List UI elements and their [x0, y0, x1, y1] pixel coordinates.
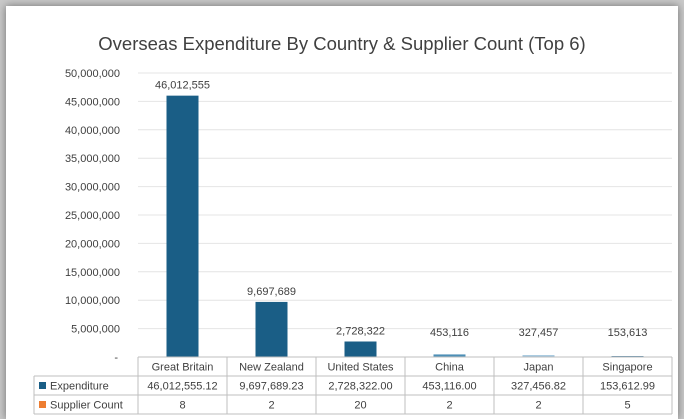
legend-key	[39, 401, 46, 408]
bar	[255, 301, 288, 357]
table-cell: 2	[268, 400, 274, 412]
y-tick-label: 35,000,000	[65, 153, 120, 165]
table-cell: 327,456.82	[511, 381, 566, 393]
data-label: 46,012,555	[155, 80, 210, 92]
y-tick-label: 5,000,000	[71, 324, 120, 336]
y-tick-label: 40,000,000	[65, 125, 120, 137]
category-label: Japan	[524, 362, 554, 374]
table-cell: 2	[535, 400, 541, 412]
table-cell: 453,116.00	[422, 381, 476, 393]
category-label: Singapore	[602, 362, 652, 374]
table-cell: 2	[446, 400, 452, 412]
legend-key	[39, 382, 46, 389]
y-tick-label: 10,000,000	[65, 295, 120, 307]
bar	[433, 354, 466, 357]
table-cell: 9,697,689.23	[239, 381, 303, 393]
data-label: 9,697,689	[247, 286, 296, 298]
table-cell: 46,012,555.12	[147, 381, 217, 393]
bar	[166, 95, 199, 358]
category-label: New Zealand	[239, 362, 304, 374]
y-tick-label: 15,000,000	[65, 267, 120, 279]
expenditure-chart: Overseas Expenditure By Country & Suppli…	[33, 33, 673, 415]
y-tick-label: 50,000,000	[65, 68, 120, 80]
table-cell: 20	[354, 400, 366, 412]
data-label: 453,116	[430, 327, 469, 339]
table-cell: 5	[624, 400, 630, 412]
category-label: Great Britain	[152, 362, 214, 374]
table-cell: 8	[179, 400, 185, 412]
data-label: 2,728,322	[336, 326, 385, 338]
y-tick-label: 30,000,000	[65, 182, 120, 194]
y-tick-label: 25,000,000	[65, 210, 120, 222]
table-cell: 2,728,322.00	[328, 381, 392, 393]
data-label: 327,457	[519, 327, 559, 339]
category-label: China	[435, 362, 465, 374]
y-tick-label: 20,000,000	[65, 238, 120, 250]
chart-title: Overseas Expenditure By Country & Suppli…	[98, 33, 585, 54]
series-name: Supplier Count	[50, 400, 123, 412]
bar	[344, 341, 377, 357]
table-cell: 153,612.99	[600, 381, 655, 393]
series-name: Expenditure	[50, 381, 109, 393]
chart-container: Overseas Expenditure By Country & Suppli…	[6, 6, 678, 419]
y-tick-label: -	[114, 352, 118, 364]
category-label: United States	[327, 362, 394, 374]
data-label: 153,613	[608, 327, 648, 339]
bar	[522, 355, 555, 357]
y-tick-label: 45,000,000	[65, 96, 120, 108]
